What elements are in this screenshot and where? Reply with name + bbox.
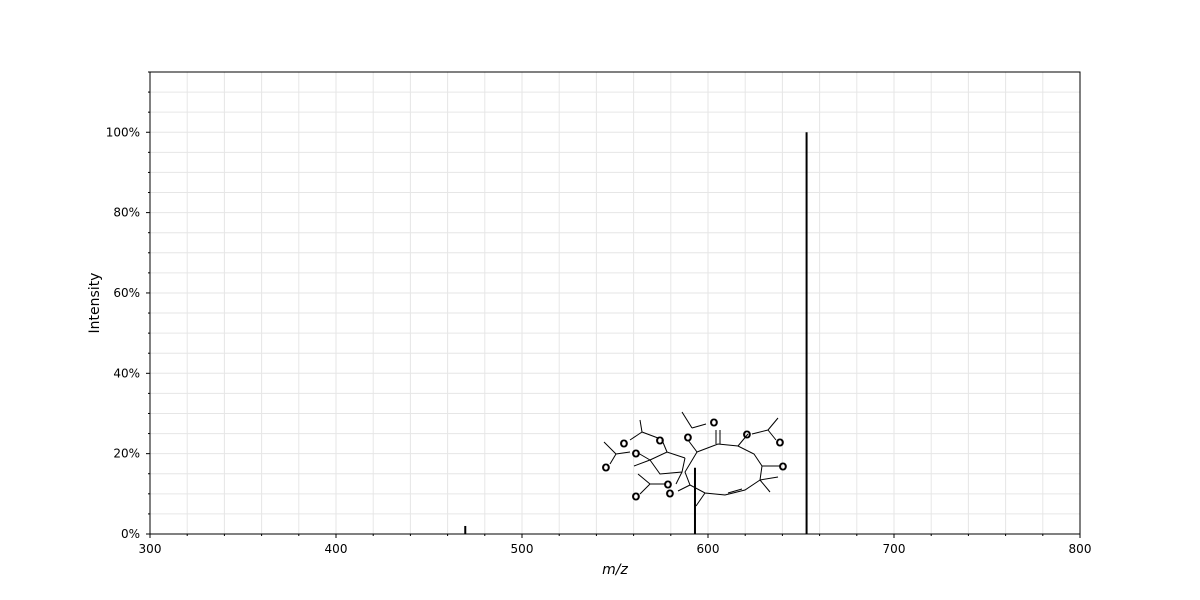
oxygen-atom-label: O bbox=[632, 492, 640, 503]
oxygen-atom-label: O bbox=[776, 438, 784, 449]
molecule-structure-inset: O O O O O O O O O O O O bbox=[602, 411, 788, 507]
y-tick-label: 80% bbox=[113, 206, 140, 220]
oxygen-atom-label: O bbox=[620, 439, 628, 450]
peaks bbox=[464, 132, 808, 534]
oxygen-atom-label: O bbox=[602, 463, 610, 474]
oxygen-atom-label: O bbox=[743, 430, 751, 441]
oxygen-atom-label: O bbox=[710, 418, 718, 429]
x-tick-label: 800 bbox=[1069, 542, 1092, 556]
oxygen-atom-label: O bbox=[666, 489, 674, 500]
y-axis-label: Intensity bbox=[87, 273, 103, 334]
x-tick-label: 400 bbox=[325, 542, 348, 556]
y-tick-label: 20% bbox=[113, 447, 140, 461]
x-tick-label: 600 bbox=[697, 542, 720, 556]
y-tick-label: 60% bbox=[113, 286, 140, 300]
oxygen-atom-label: O bbox=[684, 433, 692, 444]
x-tick-label: 700 bbox=[883, 542, 906, 556]
plot-frame bbox=[149, 71, 1081, 535]
x-axis: 300 400 500 600 700 800 bbox=[139, 534, 1092, 556]
oxygen-atom-label: O bbox=[632, 449, 640, 460]
x-tick-label: 500 bbox=[511, 542, 534, 556]
x-axis-label: m/z bbox=[602, 562, 628, 578]
oxygen-atom-label: O bbox=[664, 480, 672, 491]
y-tick-label: 40% bbox=[113, 366, 140, 380]
x-tick-label: 300 bbox=[139, 542, 162, 556]
oxygen-atom-label: O bbox=[656, 436, 664, 447]
oxygen-atom-label: O bbox=[779, 462, 787, 473]
y-tick-label: 100% bbox=[106, 125, 140, 139]
y-tick-label: 0% bbox=[121, 527, 140, 541]
y-axis: 0% 20% 40% 60% 80% 100% bbox=[106, 71, 150, 541]
grid bbox=[149, 71, 1081, 535]
